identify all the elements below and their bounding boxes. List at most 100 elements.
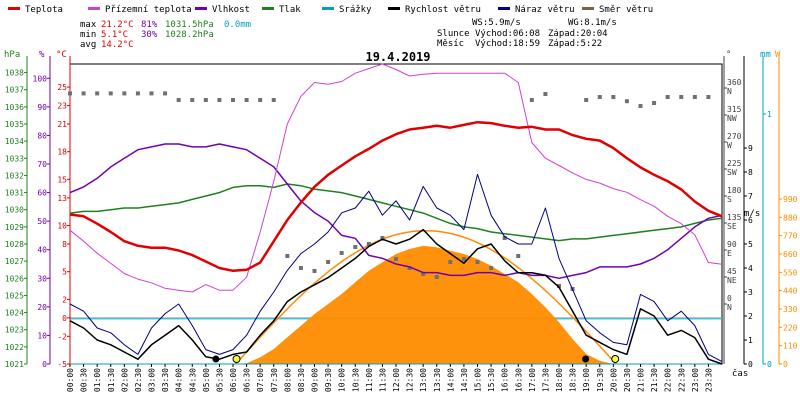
x-tick-label: 11:00 — [365, 368, 374, 392]
legend-swatch — [322, 7, 334, 10]
axis-tick-label-hpa: 1032 — [5, 171, 24, 180]
wind-direction-point — [434, 275, 439, 279]
wind-direction-point — [68, 91, 72, 96]
sunrise-marker — [232, 355, 241, 363]
x-tick-label: 09:30 — [324, 368, 333, 392]
wind-direction-point — [692, 95, 697, 99]
x-tick-label: 19:30 — [596, 368, 605, 392]
legend-swatch — [195, 7, 207, 10]
series-line-ground — [69, 63, 723, 293]
wind-direction-point — [543, 92, 548, 96]
axis-tick-label-w: 880 — [783, 213, 798, 222]
axis-tick-label-pct: 40 — [37, 246, 47, 255]
x-tick-label: 16:00 — [501, 368, 510, 392]
axis-tick-label-degc: 0 — [62, 314, 67, 323]
x-tick-label: 05:00 — [202, 368, 211, 392]
wind-direction-point — [584, 98, 589, 102]
axis-tick-label-deg-dir: S — [727, 195, 732, 204]
stat-min-press: 1028.2hPa — [165, 30, 214, 40]
x-tick-label: 19:00 — [582, 368, 591, 392]
axis-tick-label-ms: 0 — [748, 360, 753, 369]
axis-tick-label-pct: 50 — [37, 217, 47, 226]
wind-direction-point — [312, 269, 317, 273]
axis-tick-label-deg-dir: SW — [727, 168, 737, 177]
axis-tick-label-pct: 30 — [37, 274, 47, 283]
axis-tick-label-deg-dir: N — [727, 303, 732, 312]
axis-tick-label-hpa: 1034 — [5, 137, 24, 146]
wind-direction-point — [217, 98, 222, 102]
series-line-wind — [69, 228, 723, 365]
axis-tick-label-mm: 1 — [767, 110, 772, 119]
x-tick-label: 08:00 — [283, 368, 292, 392]
x-tick-label: 02:30 — [134, 368, 143, 392]
x-tick-label: 18:30 — [569, 368, 578, 392]
axis-tick-label-deg: 90 — [727, 240, 737, 249]
x-tick-label: 10:30 — [351, 368, 360, 392]
axis-tick-label-deg-dir: NW — [727, 114, 737, 123]
x-tick-label: 08:30 — [297, 368, 306, 392]
axis-tick-label-degc: 8 — [62, 240, 67, 249]
x-tick-label: 18:00 — [555, 368, 564, 392]
wind-direction-point — [461, 257, 466, 261]
wind-direction-point — [231, 98, 235, 102]
x-tick-label: 20:00 — [609, 368, 618, 392]
stat-min-temp: 5.1°C — [101, 30, 128, 40]
sunset-marker — [611, 355, 620, 363]
unit-degc: °C — [56, 50, 67, 60]
axis-tick-label-hpa: 1035 — [5, 120, 24, 129]
legend-swatch — [498, 7, 510, 10]
axis-tick-label-hpa: 1022 — [5, 343, 24, 352]
x-tick-label: 20:30 — [623, 368, 632, 392]
chart-date: 19.4.2019 — [365, 50, 430, 64]
axis-tick-label-deg: 135 — [727, 213, 742, 222]
moon-label: Měsíc — [437, 39, 464, 49]
axis-tick-label-deg: 0 — [727, 294, 732, 303]
solar-radiation-area — [70, 229, 722, 365]
x-tick-label: 14:30 — [460, 368, 469, 392]
axis-tick-label-degc: 10 — [57, 222, 67, 231]
x-tick-label: 15:00 — [474, 368, 483, 392]
wind-direction-point — [624, 99, 629, 104]
wind-direction-point — [380, 236, 385, 240]
axis-tick-label-hpa: 1036 — [5, 103, 24, 112]
stat-precip: 0.0mm — [224, 20, 251, 30]
axis-tick-label-deg-dir: N — [727, 87, 732, 96]
wind-direction-point — [339, 251, 344, 255]
unit-pct: % — [39, 50, 45, 60]
x-tick-label: 23:30 — [704, 368, 713, 392]
wind-direction-point — [81, 91, 86, 96]
axis-tick-label-pct: 0 — [42, 360, 47, 369]
series-line-temp — [69, 120, 723, 273]
wind-direction-point — [665, 95, 670, 99]
wind-direction-point — [557, 284, 561, 288]
x-tick-label: 17:00 — [528, 368, 537, 392]
legend-swatch — [262, 7, 274, 10]
sun-set: Západ:20:04 — [548, 29, 608, 39]
axis-tick-label-pct: 10 — [37, 331, 47, 340]
wind-direction-point — [285, 254, 290, 258]
legend-label: Srážky — [339, 5, 372, 15]
x-tick-label: 11:30 — [378, 368, 387, 392]
axis-tick-label-deg: 180 — [727, 186, 742, 195]
wind-direction-point — [679, 95, 684, 99]
wind-direction-point — [529, 98, 534, 102]
legend-label: Rychlost větru — [405, 5, 481, 15]
wind-direction-point — [407, 266, 412, 270]
x-tick-label: 05:30 — [215, 368, 224, 392]
sun-rise: Východ:06:08 — [475, 29, 540, 39]
axis-tick-label-deg: 225 — [727, 159, 742, 168]
unit-ms: m/s — [744, 209, 760, 219]
unit-hpa: hPa — [4, 50, 20, 60]
x-tick-label: 22:00 — [664, 368, 673, 392]
axis-tick-label-w: 770 — [783, 232, 798, 241]
wind-wg: WG:8.1m/s — [568, 18, 617, 28]
axis-tick-label-deg: 315 — [727, 105, 742, 114]
stat-max-label: max — [80, 20, 97, 30]
wind-direction-point — [597, 95, 602, 99]
axis-tick-label-hpa: 1023 — [5, 326, 24, 335]
x-tick-label: 02:00 — [120, 368, 129, 392]
x-tick-label: 07:30 — [270, 368, 279, 392]
legend-label: Náraz větru — [515, 5, 575, 15]
